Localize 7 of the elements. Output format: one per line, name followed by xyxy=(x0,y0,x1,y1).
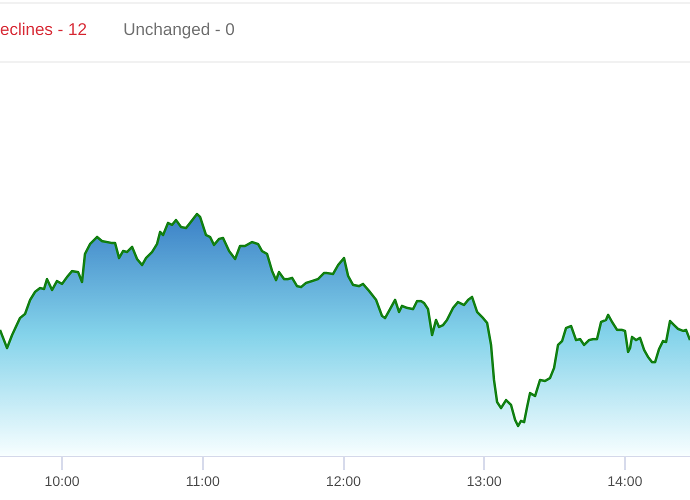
x-tick-label: 12:00 xyxy=(326,473,362,489)
x-tick-label: 13:00 xyxy=(466,473,502,489)
x-tick-label: 11:00 xyxy=(186,473,220,489)
x-tick-label: 10:00 xyxy=(44,473,80,489)
text: eclines - 12 xyxy=(0,20,87,39)
x-tick-label: 14:00 xyxy=(607,473,643,489)
text: Unchanged - 0 xyxy=(123,20,235,39)
